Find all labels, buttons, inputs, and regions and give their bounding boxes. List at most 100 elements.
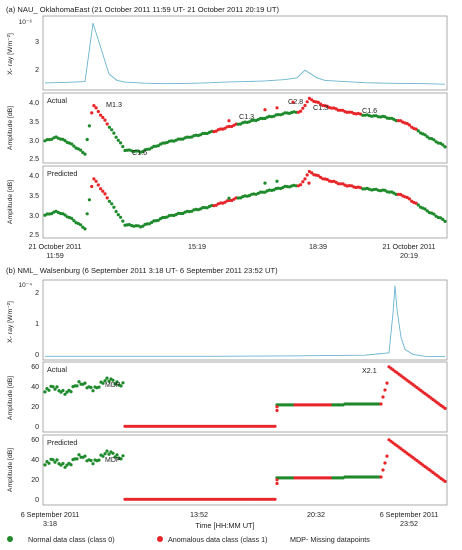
data-point bbox=[387, 190, 391, 194]
data-point bbox=[416, 203, 420, 207]
data-point bbox=[115, 453, 119, 457]
data-point bbox=[396, 119, 400, 123]
data-point bbox=[72, 144, 76, 148]
data-point bbox=[92, 177, 96, 181]
data-point bbox=[425, 209, 429, 213]
panel-a-predicted-ylabel: Amplitude [dB] bbox=[7, 180, 14, 224]
data-point bbox=[179, 137, 183, 141]
panel-b-xray: 10⁻⁴ 2 1 0 X- ray [Wm⁻²] bbox=[7, 279, 448, 361]
panel-b-actual-ytick-0: 0 bbox=[35, 424, 39, 431]
data-point bbox=[141, 149, 145, 154]
panel-b-actual-frame bbox=[42, 361, 448, 433]
panel-b-xray-frame bbox=[42, 279, 448, 361]
panel-a-actual: Actual 4.0 3.5 3.0 2.5 Amplitude [dB] M1… bbox=[7, 92, 448, 164]
data-point bbox=[107, 199, 111, 203]
panel-a-actual-ylabel: Amplitude [dB] bbox=[7, 106, 14, 150]
panel-a-actual-label: Actual bbox=[47, 96, 67, 105]
data-point bbox=[263, 181, 267, 185]
data-point bbox=[385, 381, 389, 385]
panel-a-actual-points bbox=[43, 96, 447, 156]
panel-b-predicted-ytick-20: 20 bbox=[31, 477, 39, 484]
data-point bbox=[114, 209, 118, 214]
data-point bbox=[81, 225, 85, 229]
panel-a-predicted-points bbox=[43, 169, 447, 231]
data-point bbox=[261, 116, 265, 121]
data-point bbox=[107, 379, 111, 383]
data-point bbox=[119, 384, 123, 388]
data-point bbox=[381, 468, 385, 472]
data-point bbox=[111, 451, 115, 455]
panel-b-title: (b) NML_ Walsenburg (6 September 2011 3:… bbox=[6, 266, 278, 275]
data-point bbox=[116, 213, 120, 217]
panel-a-actual-ytick-3.5: 3.5 bbox=[29, 119, 39, 126]
data-point bbox=[101, 381, 105, 385]
annotation-mdp-predicted: MDP bbox=[105, 457, 121, 464]
data-point bbox=[79, 223, 83, 227]
panel-a-predicted-label: Predicted bbox=[47, 169, 77, 178]
data-point bbox=[61, 461, 65, 466]
data-point bbox=[77, 453, 81, 457]
data-point bbox=[361, 113, 365, 117]
data-point bbox=[416, 129, 420, 133]
panel-b-xray-exponent: 10⁻⁴ bbox=[19, 282, 33, 289]
data-point bbox=[179, 211, 183, 216]
data-point bbox=[83, 152, 87, 156]
data-point bbox=[121, 454, 125, 458]
data-point bbox=[316, 174, 320, 178]
data-point bbox=[316, 100, 320, 104]
panel-b-xticks: 6 September 2011 3:18 13:52 20:32 6 Sept… bbox=[21, 510, 439, 530]
panel-b-predicted-ytick-0: 0 bbox=[35, 497, 39, 504]
panel-b-actual-ylabel: Amplitude [dB] bbox=[7, 376, 14, 420]
data-point bbox=[63, 392, 67, 396]
data-point bbox=[91, 389, 95, 393]
data-point bbox=[101, 454, 105, 458]
data-point bbox=[90, 111, 94, 115]
data-point bbox=[396, 192, 400, 196]
data-point bbox=[53, 460, 57, 464]
data-point bbox=[339, 182, 343, 186]
data-point bbox=[91, 462, 95, 466]
data-point bbox=[112, 131, 116, 135]
data-point bbox=[105, 449, 109, 453]
panel-b-actual: Actual 60 40 20 0 Amplitude [dB] MDP X2.… bbox=[7, 361, 448, 433]
panel-a-xticks: 21 October 2011 11:59 15:19 18:39 21 Oct… bbox=[28, 242, 435, 260]
panel-a-xray-exponent: 10⁻⁶ bbox=[19, 19, 33, 26]
data-point bbox=[43, 390, 47, 394]
data-point bbox=[291, 100, 295, 104]
data-point bbox=[111, 378, 115, 382]
data-point bbox=[381, 395, 385, 399]
panel-a-predicted-ytick-3.5: 3.5 bbox=[29, 193, 39, 200]
data-point bbox=[45, 138, 49, 142]
data-point bbox=[105, 376, 109, 380]
data-point bbox=[310, 171, 314, 175]
panel-b-xray-line bbox=[45, 285, 446, 358]
data-point bbox=[99, 187, 103, 191]
panel-b-xray-ylabel: X- ray [Wm⁻²] bbox=[7, 301, 14, 343]
data-point bbox=[94, 179, 98, 183]
data-point bbox=[307, 96, 311, 100]
data-point bbox=[53, 387, 57, 391]
data-point bbox=[94, 106, 98, 110]
panel-b-predicted-frame bbox=[42, 434, 448, 506]
data-point bbox=[90, 184, 94, 189]
legend-normal-label: Normal data class (class 0) bbox=[28, 535, 115, 544]
annotation-c2.8: C2.8 bbox=[288, 97, 303, 106]
data-point bbox=[347, 184, 351, 188]
data-point bbox=[105, 122, 109, 126]
data-point bbox=[336, 182, 340, 186]
data-point bbox=[443, 219, 447, 223]
panel-b-predicted: Predicted 60 40 20 0 Amplitude [dB] MDP bbox=[7, 434, 448, 506]
data-point bbox=[81, 150, 85, 155]
panel-a-xray-ytick-2: 2 bbox=[35, 67, 39, 74]
data-point bbox=[83, 454, 87, 458]
panel-a-actual-ytick-4.0: 4.0 bbox=[29, 100, 39, 107]
data-point bbox=[156, 218, 160, 222]
legend: Normal data class (class 0) Anomalous da… bbox=[7, 535, 370, 544]
data-point bbox=[45, 212, 49, 216]
data-point bbox=[101, 115, 105, 120]
data-point bbox=[114, 135, 118, 139]
panel-a-xtick-start-date: 21 October 2011 bbox=[28, 242, 81, 251]
data-point bbox=[394, 119, 398, 123]
data-point bbox=[75, 457, 79, 461]
panel-a-xray-ytick-3: 3 bbox=[35, 39, 39, 46]
